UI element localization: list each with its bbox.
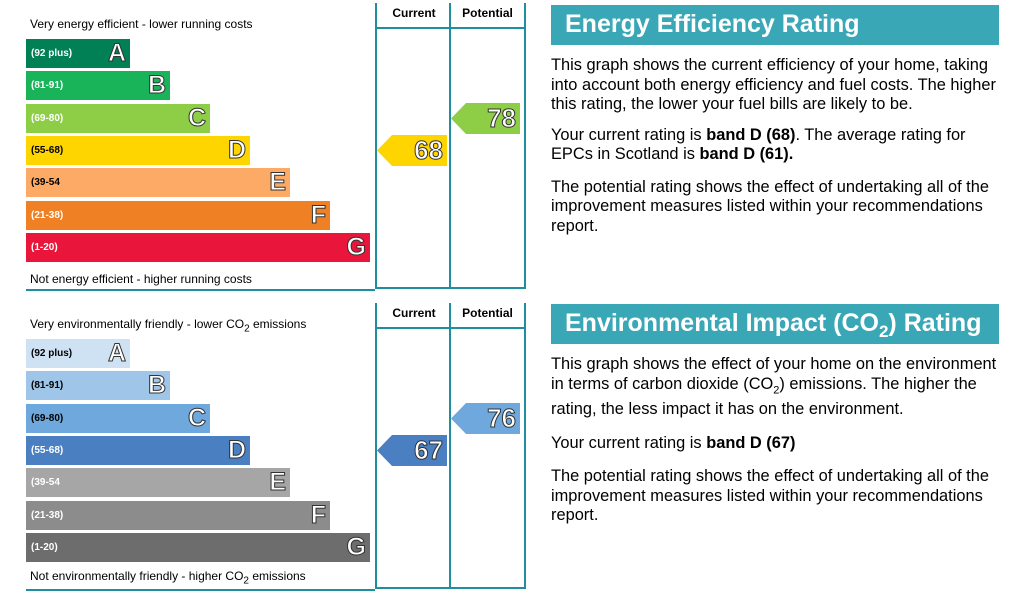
energy-bottom-label: Not energy efficient - higher running co… [30,272,252,286]
energy-band-a: (92 plus) A [26,39,130,68]
environment-band-a: (92 plus) A [26,339,130,368]
energy-potential-arrow-shape [451,102,520,134]
energy-description: This graph shows the current efficiency … [551,56,996,113]
environment-potential-arrow-shape [451,402,520,434]
energy-band-range-d: (55-68) [31,144,64,156]
environment-band-letter-f: F [310,500,326,529]
energy-band-range-c: (69-80) [31,112,64,124]
environment-band-e: (39-54 E [26,468,290,498]
environment-band-letter-a: A [107,339,126,368]
environment-bands-area: Very environmentally friendly - lower CO… [26,303,375,591]
energy-band-e: (39-54 E [26,168,290,198]
energy-band-c: (69-80) C [26,103,210,133]
energy-current-arrow: 68 [377,134,447,166]
energy-band-letter-g: G [346,232,366,261]
energy-top-label: Very energy efficient - lower running co… [30,17,253,31]
energy-current-header: Current [377,3,451,29]
environment-band-range-f: (21-38) [31,509,64,521]
environment-band-range-e: (39-54 [31,477,60,489]
environment-band-letter-e: E [269,468,287,497]
energy-band-range-e: (39-54 [31,177,60,189]
environment-band-range-b: (81-91) [31,380,64,392]
energy-efficiency-chart: Very energy efficient - lower running co… [26,3,526,291]
environment-band-letter-b: B [147,371,166,400]
environment-title: Environmental Impact (CO2) Rating [551,304,999,344]
environment-potential-column: Potential [449,303,526,589]
environment-band-b: (81-91) B [26,371,170,401]
environment-potential-arrow: 76 [451,402,520,434]
environment-band-range-d: (55-68) [31,444,64,456]
energy-potential-value: 78 [487,102,517,133]
energy-band-range-f: (21-38) [31,209,64,221]
energy-potential-arrow: 78 [451,102,520,134]
energy-potential-header: Potential [451,3,524,29]
energy-current-column: Current [375,3,451,289]
environment-current-arrow: 67 [377,434,447,466]
energy-band-d: (55-68) D [26,135,250,165]
energy-bands-area: Very energy efficient - lower running co… [26,3,375,291]
energy-band-b: (81-91) B [26,71,170,101]
environment-band-f: (21-38) F [26,500,330,530]
environment-band-range-c: (69-80) [31,412,64,424]
environment-band-letter-d: D [227,435,246,464]
environment-current-value: 67 [414,434,444,465]
energy-band-range-b: (81-91) [31,80,64,92]
environment-band-letter-c: C [187,403,206,432]
energy-info-panel: Energy Efficiency Rating This graph show… [551,5,999,236]
environment-bottom-label: Not environmentally friendly - higher CO… [30,568,306,586]
environment-description: This graph shows the effect of your home… [551,355,997,419]
environment-current-column: Current [375,303,451,589]
environment-band-range-a: (92 plus) [31,348,73,359]
energy-current-arrow-shape [377,134,447,166]
energy-band-letter-d: D [227,135,246,164]
environment-current-arrow-shape [377,434,447,466]
environment-current-text: Your current rating is band D (67) [551,433,796,452]
energy-current-value: 68 [414,134,444,165]
environment-band-range-g: (1-20) [31,541,58,553]
environment-info-panel: Environmental Impact (CO2) Rating This g… [551,304,999,526]
energy-band-letter-a: A [107,39,126,68]
environment-potential-text: The potential rating shows the effect of… [551,467,989,525]
energy-title: Energy Efficiency Rating [551,5,999,45]
energy-band-f: (21-38) F [26,200,330,230]
environment-current-header: Current [377,303,451,329]
environment-potential-header: Potential [451,303,524,329]
energy-band-g: (1-20) G [26,232,370,262]
energy-band-letter-f: F [310,200,326,229]
energy-band-range-a: (92 plus) [31,48,73,59]
energy-band-letter-b: B [147,71,166,100]
energy-potential-text: The potential rating shows the effect of… [551,177,989,235]
environment-top-label: Very environmentally friendly - lower CO… [30,317,307,335]
environment-band-c: (69-80) C [26,403,210,433]
environment-band-d: (55-68) D [26,435,250,465]
energy-band-letter-e: E [269,168,287,197]
energy-potential-column: Potential [449,3,526,289]
energy-band-range-g: (1-20) [31,241,58,253]
environment-band-letter-g: G [346,532,366,561]
energy-current-text: Your current rating is band D (68). The … [551,125,966,164]
energy-band-letter-c: C [187,103,206,132]
environment-band-g: (1-20) G [26,532,370,562]
environmental-impact-chart: Very environmentally friendly - lower CO… [26,303,526,591]
environment-potential-value: 76 [487,402,517,433]
